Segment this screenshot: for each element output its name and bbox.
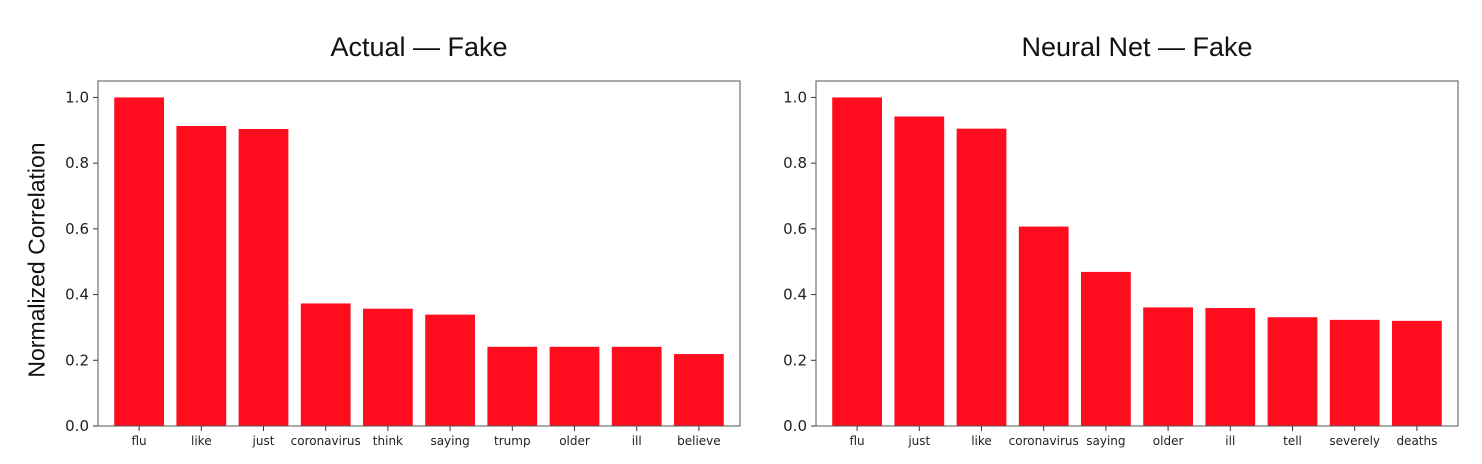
x-tick-label-actual: just xyxy=(252,434,275,448)
axes-frame-actual xyxy=(97,80,741,427)
bar-neural-net-flu xyxy=(832,97,882,427)
bar-actual-saying xyxy=(425,314,475,426)
bar-actual-ill xyxy=(611,346,662,426)
bar-actual-coronavirus xyxy=(300,303,351,426)
x-tick-label-actual: trump xyxy=(494,434,531,448)
x-tick-label-neural-net: ill xyxy=(1225,434,1235,448)
x-tick-label-neural-net: flu xyxy=(850,434,865,448)
x-tick-label-neural-net: severely xyxy=(1329,434,1380,448)
x-tick-label-neural-net: deaths xyxy=(1396,434,1437,448)
bar-actual-flu xyxy=(114,97,164,427)
chart-title-actual-fake: Actual — Fake xyxy=(330,32,508,62)
bar-actual-trump xyxy=(487,346,538,426)
y-tick-label-neural-net: 0.2 xyxy=(783,351,807,369)
y-tick-label-actual: 1.0 xyxy=(65,88,89,106)
bar-actual-older xyxy=(549,346,600,426)
bar-actual-think xyxy=(363,308,413,426)
x-tick-label-neural-net: tell xyxy=(1283,434,1302,448)
bar-neural-net-ill xyxy=(1205,308,1256,426)
x-tick-label-actual: like xyxy=(191,434,212,448)
x-tick-label-neural-net: coronavirus xyxy=(1009,434,1079,448)
bar-neural-net-tell xyxy=(1267,317,1318,426)
bar-actual-just xyxy=(238,128,289,426)
y-tick-label-neural-net: 1.0 xyxy=(783,88,807,106)
y-tick-label-actual: 0.8 xyxy=(65,154,89,172)
bar-neural-net-coronavirus xyxy=(1018,226,1069,426)
y-tick-label-actual: 0.0 xyxy=(65,417,89,435)
axes-frame-neural-net xyxy=(815,80,1459,427)
x-tick-label-neural-net: older xyxy=(1153,434,1184,448)
chart-title-neural-net-fake: Neural Net — Fake xyxy=(1021,32,1253,62)
bar-neural-net-deaths xyxy=(1392,320,1442,426)
y-tick-label-actual: 0.4 xyxy=(65,286,89,304)
x-tick-label-actual: flu xyxy=(132,434,147,448)
y-tick-label-actual: 0.6 xyxy=(65,220,89,238)
x-tick-label-actual: coronavirus xyxy=(291,434,361,448)
y-tick-label-neural-net: 0.0 xyxy=(783,417,807,435)
x-tick-label-actual: saying xyxy=(430,434,469,448)
bar-neural-net-like xyxy=(956,128,1007,426)
bar-neural-net-saying xyxy=(1081,271,1131,426)
x-tick-label-actual: believe xyxy=(677,434,721,448)
x-tick-label-neural-net: saying xyxy=(1086,434,1125,448)
x-tick-label-actual: ill xyxy=(632,434,642,448)
y-tick-label-neural-net: 0.6 xyxy=(783,220,807,238)
y-tick-label-neural-net: 0.8 xyxy=(783,154,807,172)
bar-neural-net-severely xyxy=(1329,319,1380,426)
x-tick-label-actual: older xyxy=(559,434,590,448)
x-tick-label-actual: think xyxy=(373,434,403,448)
x-tick-label-neural-net: just xyxy=(907,434,930,448)
y-tick-label-neural-net: 0.4 xyxy=(783,286,807,304)
y-tick-label-actual: 0.2 xyxy=(65,351,89,369)
bar-actual-like xyxy=(176,126,227,426)
bar-neural-net-just xyxy=(894,116,945,427)
bar-actual-believe xyxy=(674,354,724,426)
bar-neural-net-older xyxy=(1143,307,1193,426)
x-tick-label-neural-net: like xyxy=(971,434,992,448)
